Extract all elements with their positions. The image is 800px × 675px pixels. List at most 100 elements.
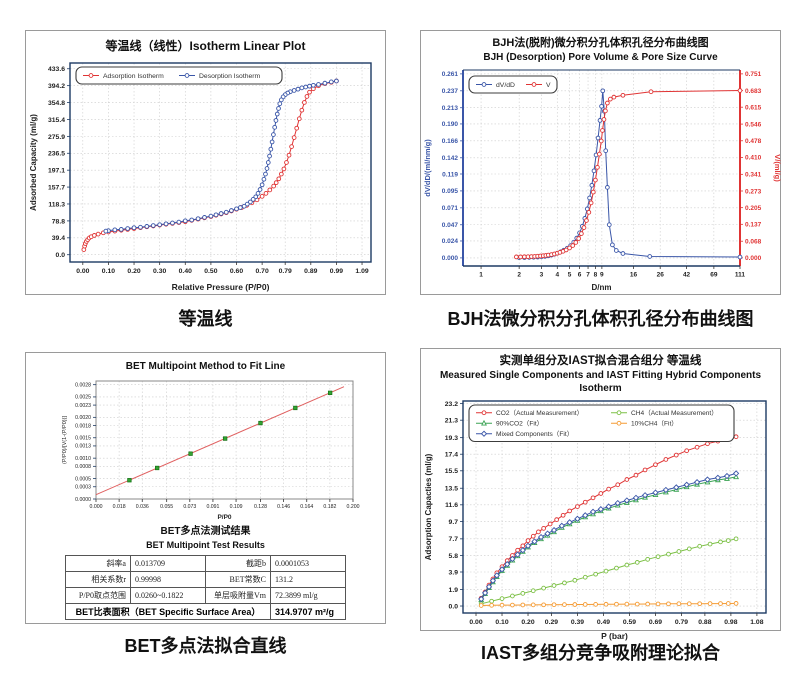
svg-text:7: 7 xyxy=(586,272,590,279)
iast-panel: 实测单组分及IAST拟合混合组分 等温线 Measured Single Com… xyxy=(420,348,781,641)
svg-text:0.0028: 0.0028 xyxy=(75,382,91,388)
series-Mixed Components（Fit） xyxy=(478,470,740,603)
svg-text:0.50: 0.50 xyxy=(204,268,217,275)
series-10%CH4（Fit） xyxy=(478,601,739,608)
bet-chart-title: BET Multipoint Method to Fit Line xyxy=(125,361,286,372)
svg-text:Adsorbed Capacity (ml/g): Adsorbed Capacity (ml/g) xyxy=(29,114,38,211)
svg-text:13.5: 13.5 xyxy=(445,486,458,493)
bet-vm-label: 单层吸附量Vm xyxy=(205,587,271,604)
svg-text:0.000: 0.000 xyxy=(442,255,459,262)
svg-text:0.29: 0.29 xyxy=(545,619,558,626)
grid xyxy=(96,381,353,499)
table-row: 斜率a 0.013709 截距b 0.0001053 xyxy=(65,555,346,572)
svg-text:42: 42 xyxy=(683,272,691,279)
bet-surface-area-label: BET比表面积（BET Specific Surface Area） xyxy=(65,603,271,620)
svg-text:V/(ml/g): V/(ml/g) xyxy=(773,154,782,182)
bet-panel: BET Multipoint Method to Fit Line 0.000 0… xyxy=(25,352,386,624)
svg-text:0.000: 0.000 xyxy=(90,504,103,510)
svg-text:0.98: 0.98 xyxy=(724,619,737,626)
svg-text:1.08: 1.08 xyxy=(750,619,763,626)
svg-text:0.119: 0.119 xyxy=(442,171,458,178)
svg-text:0.071: 0.071 xyxy=(442,205,459,212)
svg-text:Adsorption Capacties (ml/g): Adsorption Capacties (ml/g) xyxy=(424,453,433,560)
svg-text:0.0008: 0.0008 xyxy=(75,464,91,470)
svg-text:0.79: 0.79 xyxy=(279,268,292,275)
svg-text:0.0003: 0.0003 xyxy=(75,485,91,491)
svg-text:0.615: 0.615 xyxy=(745,104,762,111)
svg-text:315.4: 315.4 xyxy=(48,117,65,124)
svg-text:197.1: 197.1 xyxy=(48,168,65,175)
svg-text:0.073: 0.073 xyxy=(183,504,196,510)
caption-bjh: BJH法微分积分孔体积孔径分布曲线图 xyxy=(447,309,754,329)
svg-text:0.0015: 0.0015 xyxy=(75,436,91,442)
svg-text:11.6: 11.6 xyxy=(445,502,458,509)
svg-text:7.7: 7.7 xyxy=(449,536,459,543)
svg-text:17.4: 17.4 xyxy=(445,452,458,459)
series-fit-line xyxy=(127,390,333,483)
svg-text:118.3: 118.3 xyxy=(48,201,65,208)
svg-text:0.683: 0.683 xyxy=(745,88,762,95)
svg-text:0.0000: 0.0000 xyxy=(75,497,91,503)
bet-r-value: 0.99998 xyxy=(130,571,206,588)
bet-table-title-zh: BET多点法测试结果 xyxy=(160,526,251,537)
svg-text:0.341: 0.341 xyxy=(745,172,762,179)
svg-text:19.3: 19.3 xyxy=(445,435,458,442)
svg-text:1: 1 xyxy=(479,272,483,279)
svg-text:0.024: 0.024 xyxy=(442,238,459,245)
iast-chart-title-en: Measured Single Components and IAST Fitt… xyxy=(439,370,762,394)
table-row: P/P0取点范围 0.0260~0.1822 单层吸附量Vm 72.3899 m… xyxy=(65,587,346,604)
svg-text:0.0: 0.0 xyxy=(449,603,459,610)
bet-range-value: 0.0260~0.1822 xyxy=(130,587,206,604)
svg-text:0.213: 0.213 xyxy=(442,105,459,112)
svg-text:0.000: 0.000 xyxy=(745,255,762,262)
svg-text:23.2: 23.2 xyxy=(445,401,458,408)
svg-text:5.8: 5.8 xyxy=(449,553,459,560)
svg-text:0.20: 0.20 xyxy=(521,619,534,626)
series-fit-line xyxy=(95,386,345,496)
svg-text:0.200: 0.200 xyxy=(347,504,360,510)
svg-text:0.410: 0.410 xyxy=(745,155,762,162)
svg-text:Relative Pressure (P/P0): Relative Pressure (P/P0) xyxy=(172,282,270,292)
bet-slope-value: 0.013709 xyxy=(130,555,206,572)
bet-surface-area-value: 314.9707 m²/g xyxy=(270,603,346,620)
series-V xyxy=(514,88,743,260)
svg-text:157.7: 157.7 xyxy=(48,184,65,191)
table-row: BET比表面积（BET Specific Surface Area） 314.9… xyxy=(65,603,346,620)
svg-text:0.055: 0.055 xyxy=(160,504,173,510)
bjh-plot: 1 2 3 4 5 6 7 8 9 16 26 42 69 111 0.000 0.024 0.047 0.071… xyxy=(423,69,782,292)
svg-text:0.166: 0.166 xyxy=(442,138,459,145)
svg-text:6: 6 xyxy=(578,272,582,279)
svg-text:354.8: 354.8 xyxy=(48,100,65,107)
svg-text:(P/P0)/[V(1-(P/P0))]: (P/P0)/[V(1-(P/P0))] xyxy=(62,416,68,464)
bet-table-title-en: BET Multipoint Test Results xyxy=(146,540,265,550)
svg-text:0.0018: 0.0018 xyxy=(75,423,91,429)
iast-chart-title-zh: 实测单组分及IAST拟合混合组分 等温线 xyxy=(499,355,702,367)
legend: dV/dD V xyxy=(468,75,558,94)
series-Desorption Isotherm xyxy=(103,78,339,234)
bet-vm-value: 72.3899 ml/g xyxy=(270,587,346,604)
svg-text:P/P0: P/P0 xyxy=(217,514,231,521)
svg-text:0.00: 0.00 xyxy=(76,268,89,275)
svg-text:394.2: 394.2 xyxy=(48,83,65,90)
svg-text:0.69: 0.69 xyxy=(649,619,662,626)
svg-text:1.09: 1.09 xyxy=(355,268,368,275)
svg-text:8: 8 xyxy=(594,272,598,279)
svg-text:21.3: 21.3 xyxy=(445,418,458,425)
svg-text:0.40: 0.40 xyxy=(179,268,192,275)
grid xyxy=(70,63,371,262)
svg-text:0.59: 0.59 xyxy=(623,619,636,626)
svg-text:0.70: 0.70 xyxy=(256,268,269,275)
legend: CO2（Actual Measurement） CH4（Actual Measur… xyxy=(468,404,735,443)
bet-r-label: 相关系数r xyxy=(65,571,131,588)
svg-text:0.30: 0.30 xyxy=(153,268,166,275)
svg-text:Mixed Components（Fit）: Mixed Components（Fit） xyxy=(496,430,573,438)
svg-text:0.164: 0.164 xyxy=(300,504,313,510)
bet-chart: 0.000 0.018 0.036 0.055 0.073 0.091 0.109 0.128… xyxy=(26,373,385,523)
svg-text:39.4: 39.4 xyxy=(52,235,65,242)
svg-text:0.88: 0.88 xyxy=(698,619,711,626)
svg-text:3: 3 xyxy=(540,272,544,279)
svg-text:CO2（Actual Measurement）: CO2（Actual Measurement） xyxy=(496,409,583,417)
bjh-panel: BJH法(脱附)微分积分孔体积孔径分布曲线图 BJH (Desorption) … xyxy=(420,30,782,295)
svg-text:0.0: 0.0 xyxy=(56,252,66,259)
svg-text:0.20: 0.20 xyxy=(127,268,140,275)
